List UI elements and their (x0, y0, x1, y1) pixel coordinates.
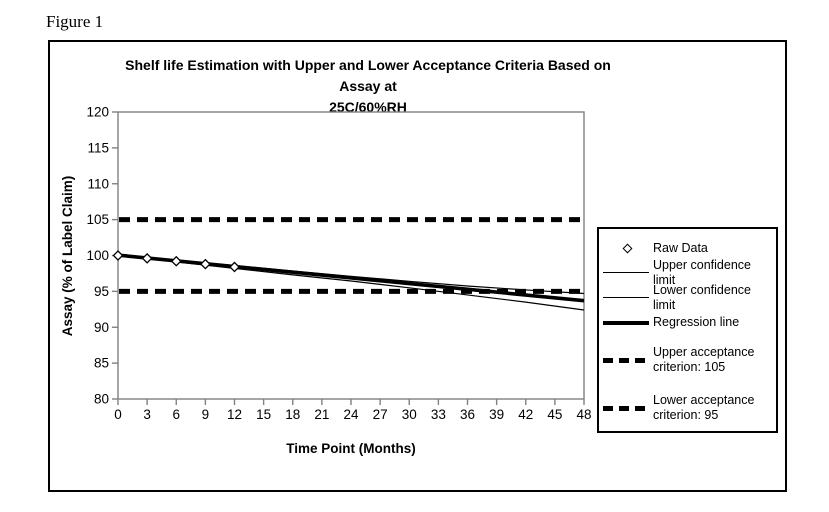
chart-legend: Raw Data Upper confidence limit Lower co… (597, 227, 778, 433)
series-raw-data-marker (229, 261, 240, 273)
x-tick-label: 24 (343, 407, 359, 422)
chart-title: Shelf life Estimation with Upper and Low… (118, 55, 618, 118)
y-axis-title: Assay (% of Label Claim) (60, 175, 75, 337)
legend-label: Upper acceptance criterion: 105 (653, 345, 755, 375)
y-tick-label: 95 (94, 284, 109, 299)
series-raw-data-marker (141, 252, 153, 264)
x-tick-label: 3 (143, 407, 151, 422)
y-tick-label: 100 (86, 248, 109, 263)
x-tick-label: 27 (373, 407, 388, 422)
x-tick-label: 21 (314, 407, 329, 422)
thick-dashed-line-icon (603, 357, 653, 363)
diamond-marker-icon (603, 243, 653, 254)
thick-dashed-line-icon (603, 405, 653, 411)
x-tick-label: 45 (547, 407, 562, 422)
legend-item-upper-confidence-limit: Upper confidence limit (603, 257, 772, 287)
series-raw-data-marker (170, 255, 182, 267)
y-tick-label: 90 (94, 320, 109, 335)
series-regression-line (117, 253, 585, 303)
thin-line-icon (603, 272, 653, 274)
plot-border (117, 111, 585, 400)
x-tick-label: 18 (285, 407, 300, 422)
legend-item-lower-acceptance-criterion: Lower acceptance criterion: 95 (603, 386, 772, 431)
x-tick-label: 9 (202, 407, 210, 422)
x-axis-title: Time Point (Months) (286, 441, 416, 456)
legend-label: Lower acceptance criterion: 95 (653, 393, 755, 423)
y-tick-label: 110 (87, 176, 109, 191)
x-tick-label: 0 (114, 407, 122, 422)
y-tick-label: 115 (87, 140, 109, 155)
x-tick-label: 39 (489, 407, 504, 422)
chart-title-line1: Shelf life Estimation with Upper and Low… (125, 57, 611, 94)
legend-item-regression-line: Regression line (603, 310, 772, 334)
legend-label: Regression line (653, 315, 740, 330)
series-raw-data-marker (199, 258, 211, 270)
x-tick-label: 36 (460, 407, 475, 422)
figure-label: Figure 1 (46, 12, 104, 31)
y-tick-label: 105 (86, 212, 109, 227)
legend-item-lower-confidence-limit: Lower confidence limit (603, 282, 772, 312)
x-tick-label: 12 (227, 407, 242, 422)
x-tick-label: 30 (402, 407, 417, 422)
legend-item-upper-acceptance-criterion: Upper acceptance criterion: 105 (603, 338, 772, 383)
x-tick-label: 15 (256, 407, 271, 422)
legend-item-raw-data: Raw Data (603, 236, 772, 260)
x-tick-label: 33 (431, 407, 446, 422)
x-tick-label: 6 (172, 407, 180, 422)
legend-label: Raw Data (653, 240, 708, 255)
thin-line-icon (603, 297, 653, 299)
y-tick-label: 120 (86, 105, 109, 120)
chart-title-line2: 25C/60%RH (329, 99, 407, 115)
series-raw-data-marker (112, 250, 124, 261)
x-tick-label: 48 (576, 407, 591, 422)
thick-line-icon (603, 320, 653, 325)
y-tick-label: 85 (94, 356, 109, 371)
series-lower-confidence-limit (117, 255, 585, 311)
legend-label: Lower confidence limit (653, 282, 751, 312)
y-tick-label: 80 (94, 392, 109, 407)
legend-label: Upper confidence limit (653, 257, 751, 287)
x-tick-label: 42 (518, 407, 533, 422)
